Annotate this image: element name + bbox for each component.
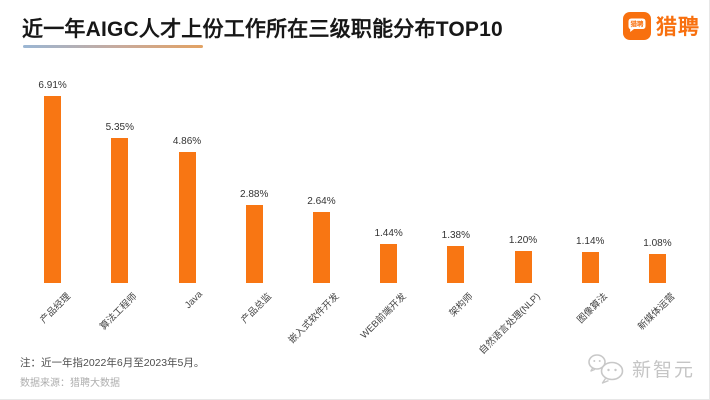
bar-category-label: 图像算法 bbox=[575, 291, 611, 326]
liepin-logo: 猎聘 猎聘 bbox=[623, 11, 700, 41]
watermark-text: 新智元 bbox=[631, 360, 695, 381]
bar-area: 1.20% bbox=[489, 80, 556, 283]
bar-column: 1.44% WEB前端开发 bbox=[355, 80, 422, 380]
bar-value-label: 1.44% bbox=[374, 228, 403, 239]
bar-column: 1.08% 新媒体运营 bbox=[624, 80, 691, 380]
bar-column: 2.88% 产品总监 bbox=[221, 80, 288, 380]
watermark: 新智元 bbox=[586, 352, 695, 385]
bar bbox=[581, 252, 599, 283]
bar-value-label: 2.88% bbox=[240, 189, 269, 201]
bar-area: 1.38% bbox=[422, 80, 489, 283]
bar-column: 2.64% 嵌入式软件开发 bbox=[287, 80, 355, 380]
bar-column: 1.14% 图像算法 bbox=[557, 80, 624, 380]
bar-column: 4.86% Java bbox=[153, 80, 220, 380]
bar-value-label: 5.35% bbox=[105, 122, 134, 134]
bar bbox=[178, 151, 196, 283]
bar-category-label: 产品总监 bbox=[239, 291, 275, 326]
bar bbox=[245, 205, 263, 283]
bar-category-label: 架构师 bbox=[447, 291, 476, 320]
data-source: 数据来源：猎聘大数据 bbox=[20, 378, 120, 389]
bar-category-label: Java bbox=[182, 289, 205, 311]
bar-column: 5.35% 算法工程师 bbox=[86, 80, 153, 380]
bar-value-label: 1.08% bbox=[643, 237, 672, 249]
bar-chart: 6.91% 产品经理 5.35% 算法工程师 4.86% Java 2.88% 产品总监 2.6… bbox=[19, 80, 691, 380]
bar-column: 1.20% 自然语言处理(NLP) bbox=[477, 80, 556, 380]
svg-text:猎聘: 猎聘 bbox=[631, 19, 645, 28]
bar-column: 1.38% 架构师 bbox=[422, 80, 489, 380]
bar-area: 1.44% bbox=[355, 80, 422, 283]
bar-area: 2.88% bbox=[221, 80, 288, 283]
bar bbox=[312, 211, 330, 283]
bar-area: 1.14% bbox=[557, 80, 624, 283]
bar-area: 2.64% bbox=[288, 80, 355, 283]
bar-value-label: 4.86% bbox=[172, 135, 202, 147]
bar-category-label: 产品经理 bbox=[37, 291, 73, 326]
bar-category-label: 嵌入式软件开发 bbox=[286, 291, 342, 346]
page-title: 近一年AIGC人才上份工作所在三级职能分布TOP10 bbox=[22, 18, 503, 41]
bar bbox=[648, 253, 666, 283]
bar-value-label: 1.20% bbox=[508, 234, 538, 246]
bar-area: 5.35% bbox=[86, 80, 153, 283]
liepin-brand-label: 猎聘 bbox=[656, 16, 700, 39]
bar-category-label: WEB前端开发 bbox=[358, 291, 409, 342]
chat-bubbles-icon bbox=[588, 354, 624, 384]
liepin-chat-bubble-icon: 猎聘 bbox=[623, 12, 651, 40]
bar bbox=[44, 96, 62, 283]
bar bbox=[380, 244, 398, 283]
bar bbox=[111, 138, 129, 283]
bar-value-label: 1.38% bbox=[441, 229, 470, 241]
bar bbox=[514, 250, 532, 283]
bar-area: 4.86% bbox=[153, 80, 220, 283]
bar-value-label: 2.64% bbox=[307, 195, 336, 207]
bar-column: 6.91% 产品经理 bbox=[19, 80, 86, 380]
bar bbox=[447, 245, 465, 283]
bar-value-label: 1.14% bbox=[576, 236, 605, 248]
bar-category-label: 算法工程师 bbox=[98, 291, 140, 333]
chart-note: 注：近一年指2022年6月至2023年5月。 bbox=[20, 357, 205, 369]
bar-category-label: 新媒体运营 bbox=[635, 291, 678, 333]
bar-area: 1.08% bbox=[624, 80, 691, 283]
bar-value-label: 6.91% bbox=[38, 80, 67, 91]
title-underline bbox=[23, 45, 203, 48]
bar-area: 6.91% bbox=[19, 80, 86, 283]
